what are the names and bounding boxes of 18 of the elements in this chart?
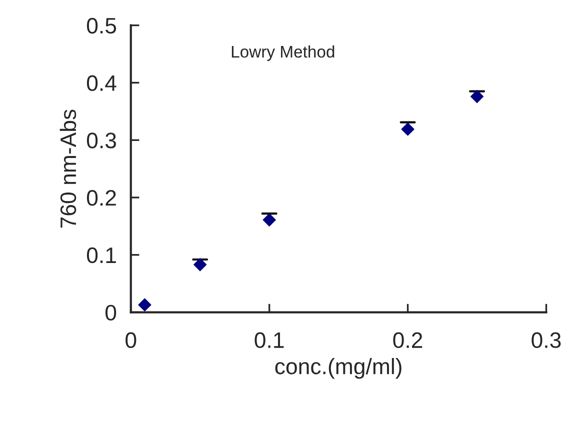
point [401, 122, 414, 136]
y-tick-label: 0.4 [86, 75, 116, 91]
y-tick-label: 0.3 [86, 132, 116, 148]
x-tick-label: 0.1 [254, 332, 284, 348]
x-tick-label: 0 [126, 332, 136, 348]
x-tick-label: 0.3 [532, 332, 561, 348]
point [138, 298, 152, 312]
y-axis-title: 760 nm-Abs [60, 110, 76, 228]
y-tick-label: 0.1 [86, 247, 116, 264]
point [470, 90, 484, 104]
point [262, 213, 276, 226]
x-tick-label: 0.2 [393, 332, 422, 348]
y-tick-label: 0.2 [86, 190, 116, 206]
y-tick-label: 0 [105, 304, 116, 321]
x-axis-title: conc.(mg/ml) [275, 358, 402, 379]
annotation: Lowry Method [232, 45, 334, 61]
y-tick-label: 0.5 [86, 18, 116, 34]
point [194, 258, 207, 272]
